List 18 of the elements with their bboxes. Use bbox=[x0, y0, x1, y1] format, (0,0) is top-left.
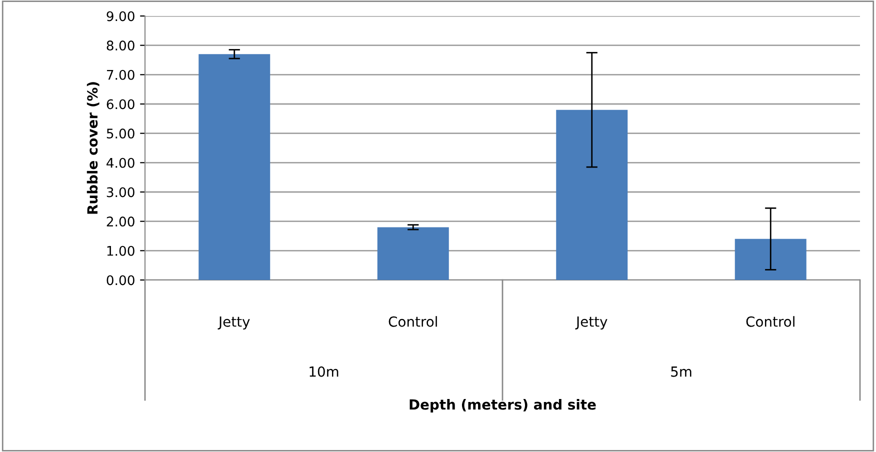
y-axis-title: Rubble cover (%) bbox=[86, 82, 100, 214]
y-tick-label: 3.00 bbox=[106, 187, 134, 198]
y-tick-label: 5.00 bbox=[106, 128, 134, 139]
x-tick-label: Jetty bbox=[218, 316, 250, 330]
x-tick-label: Control bbox=[746, 316, 794, 327]
y-tick-label: 2.00 bbox=[106, 216, 134, 227]
y-tick-label: 6.00 bbox=[106, 99, 134, 110]
y-tick-label: 4.00 bbox=[106, 158, 134, 168]
x-tick-label: Control bbox=[388, 316, 437, 327]
y-tick-label: 0.00 bbox=[106, 275, 134, 286]
x-axis-title: Depth (meters) and site bbox=[410, 398, 596, 412]
text: 5m bbox=[671, 366, 692, 377]
y-tick-label: 1.00 bbox=[107, 246, 134, 256]
y-tick-label: 9.00 bbox=[106, 11, 134, 22]
y-tick-label: 8.00 bbox=[106, 40, 134, 51]
x-tick-label: Jetty bbox=[575, 316, 608, 330]
y-tick-label: 7.00 bbox=[106, 70, 134, 80]
text: 10m bbox=[310, 366, 338, 377]
